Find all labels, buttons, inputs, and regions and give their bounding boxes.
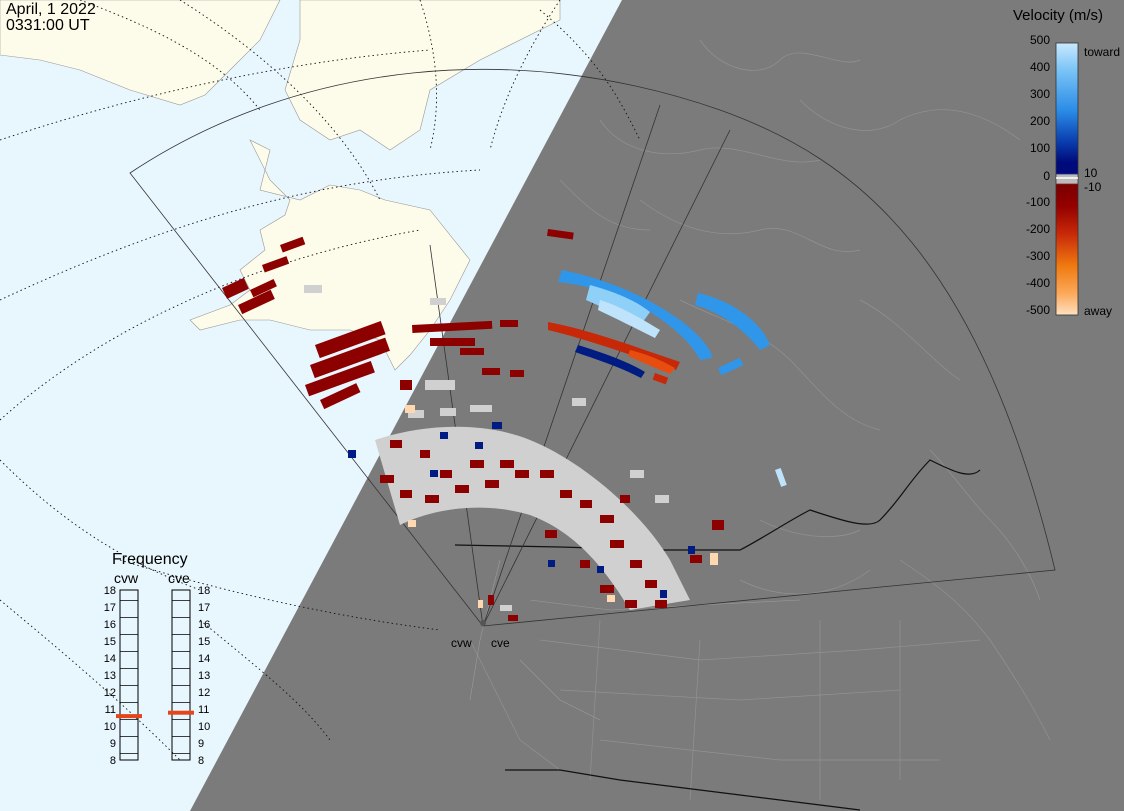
velocity-tick-label: 10 bbox=[1084, 166, 1098, 180]
frequency-number: 10 bbox=[103, 721, 116, 733]
frequency-number: 14 bbox=[103, 653, 116, 665]
toward-label: toward bbox=[1084, 45, 1121, 59]
frequency-number: 15 bbox=[198, 636, 211, 648]
site-label-cvw: cvw bbox=[451, 636, 472, 650]
toward-echoes bbox=[348, 270, 787, 598]
frequency-number: 12 bbox=[103, 687, 116, 699]
velocity-colorbar bbox=[1055, 42, 1079, 316]
velocity-tick-label: -200 bbox=[1025, 222, 1050, 236]
cvw-frequency-indicator bbox=[116, 714, 142, 719]
radar-site-marker bbox=[480, 620, 486, 626]
away-label: away bbox=[1084, 304, 1113, 318]
frequency-number: 11 bbox=[198, 704, 210, 716]
frequency-number: 10 bbox=[198, 721, 211, 733]
frequency-number: 8 bbox=[109, 755, 116, 767]
velocity-tick-label: 100 bbox=[1029, 141, 1050, 155]
day-landmass bbox=[0, 0, 561, 371]
frequency-number: 8 bbox=[198, 755, 205, 767]
frequency-number: 12 bbox=[198, 687, 211, 699]
velocity-tick-label: 500 bbox=[1029, 33, 1050, 47]
velocity-tick-label: -400 bbox=[1025, 276, 1050, 290]
frequency-number: 16 bbox=[198, 619, 211, 631]
frequency-number: 11 bbox=[104, 704, 116, 716]
velocity-tick-label: 0 bbox=[1043, 169, 1050, 183]
velocity-tick-label: 400 bbox=[1029, 60, 1050, 74]
site-label-cve: cve bbox=[491, 636, 510, 650]
date-label: April, 1 2022 bbox=[6, 1, 96, 18]
frequency-number: 15 bbox=[103, 636, 116, 648]
away-echoes bbox=[222, 229, 724, 621]
frequency-number: 13 bbox=[103, 670, 116, 682]
graticule bbox=[0, 0, 641, 761]
velocity-tick-label: -10 bbox=[1084, 180, 1102, 194]
time-label: 0331:00 UT bbox=[6, 17, 90, 34]
ground-scatter bbox=[304, 285, 690, 611]
velocity-tick-label: -300 bbox=[1025, 249, 1050, 263]
frequency-number: 18 bbox=[198, 585, 211, 597]
frequency-number: 16 bbox=[103, 619, 116, 631]
frequency-number: 18 bbox=[103, 585, 116, 597]
frequency-number: 13 bbox=[198, 670, 211, 682]
cve-frequency-indicator bbox=[168, 710, 194, 715]
frequency-number: 17 bbox=[198, 602, 211, 614]
frequency-number: 17 bbox=[103, 602, 116, 614]
frequency-title: Frequency bbox=[112, 551, 188, 568]
velocity-tick-label: 200 bbox=[1029, 114, 1050, 128]
velocity-tick-label: -500 bbox=[1025, 303, 1050, 317]
frequency-number: 9 bbox=[198, 738, 205, 750]
velocity-tick-label: -100 bbox=[1025, 195, 1050, 209]
velocity-scale-title: Velocity (m/s) bbox=[1013, 7, 1104, 24]
frequency-boxes bbox=[116, 589, 194, 761]
velocity-tick-label: 300 bbox=[1029, 87, 1050, 101]
radar-name-cve: cve bbox=[168, 570, 190, 586]
radar-name-cvw: cvw bbox=[114, 570, 139, 586]
frequency-number: 9 bbox=[109, 738, 116, 750]
frequency-number: 14 bbox=[198, 653, 211, 665]
away-strong-echoes bbox=[405, 322, 718, 608]
